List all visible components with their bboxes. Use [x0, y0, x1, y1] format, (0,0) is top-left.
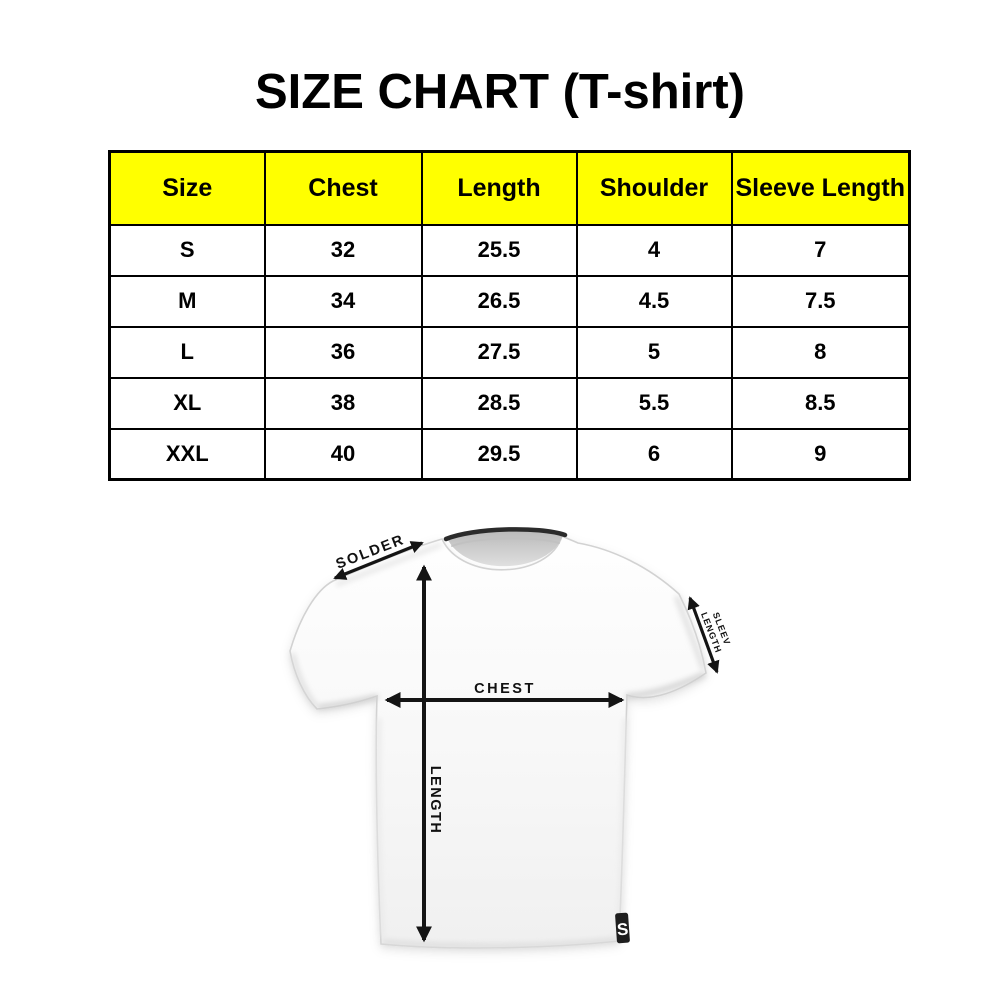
table-row: XXL 40 29.5 6 9 [108, 427, 911, 481]
col-header-size: Size [108, 150, 266, 226]
collar-inner-line [451, 537, 560, 547]
cell-size: XL [108, 376, 266, 430]
col-header-chest: Chest [263, 150, 423, 226]
cell-length: 26.5 [420, 274, 578, 328]
sleeve-measure-arrow [687, 596, 720, 674]
cell-shoulder: 6 [575, 427, 733, 481]
cell-chest: 40 [263, 427, 423, 481]
cell-size: L [108, 325, 266, 379]
size-chart-table: Size Chest Length Shoulder Sleeve Length… [108, 150, 911, 481]
cell-length: 27.5 [420, 325, 578, 379]
cell-sleeve-length: 8 [730, 325, 911, 379]
col-header-sleeve-length: Sleeve Length [730, 150, 911, 226]
shoulder-measure-arrow [333, 541, 424, 580]
cell-shoulder: 5.5 [575, 376, 733, 430]
table-row: XL 38 28.5 5.5 8.5 [108, 376, 911, 430]
cell-shoulder: 4.5 [575, 274, 733, 328]
cell-sleeve-length: 7 [730, 223, 911, 277]
col-header-length: Length [420, 150, 578, 226]
brand-tag-letter: S [616, 920, 629, 940]
table-row: M 34 26.5 4.5 7.5 [108, 274, 911, 328]
cell-shoulder: 4 [575, 223, 733, 277]
cell-size: M [108, 274, 266, 328]
cell-length: 25.5 [420, 223, 578, 277]
collar-band [443, 527, 568, 542]
cell-size: XXL [108, 427, 266, 481]
length-measure-label: LENGTH [427, 766, 443, 835]
chest-measure-label: CHEST [474, 681, 536, 697]
page-title: SIZE CHART (T-shirt) [255, 65, 745, 119]
cell-shoulder: 5 [575, 325, 733, 379]
cell-chest: 34 [263, 274, 423, 328]
brand-tag: S [615, 912, 630, 944]
cell-sleeve-length: 9 [730, 427, 911, 481]
cell-size: S [108, 223, 266, 277]
table-header-row: Size Chest Length Shoulder Sleeve Length [108, 150, 911, 226]
sleeve-measure-label: SLEEV LENGTH [699, 611, 732, 655]
cell-chest: 38 [263, 376, 423, 430]
cell-length: 29.5 [420, 427, 578, 481]
cell-chest: 32 [263, 223, 423, 277]
cell-chest: 36 [263, 325, 423, 379]
tshirt-shape [289, 534, 707, 949]
cell-length: 28.5 [420, 376, 578, 430]
table-row: L 36 27.5 5 8 [108, 325, 911, 379]
cell-sleeve-length: 7.5 [730, 274, 911, 328]
col-header-shoulder: Shoulder [575, 150, 733, 226]
cell-sleeve-length: 8.5 [730, 376, 911, 430]
table-row: S 32 25.5 4 7 [108, 223, 911, 277]
